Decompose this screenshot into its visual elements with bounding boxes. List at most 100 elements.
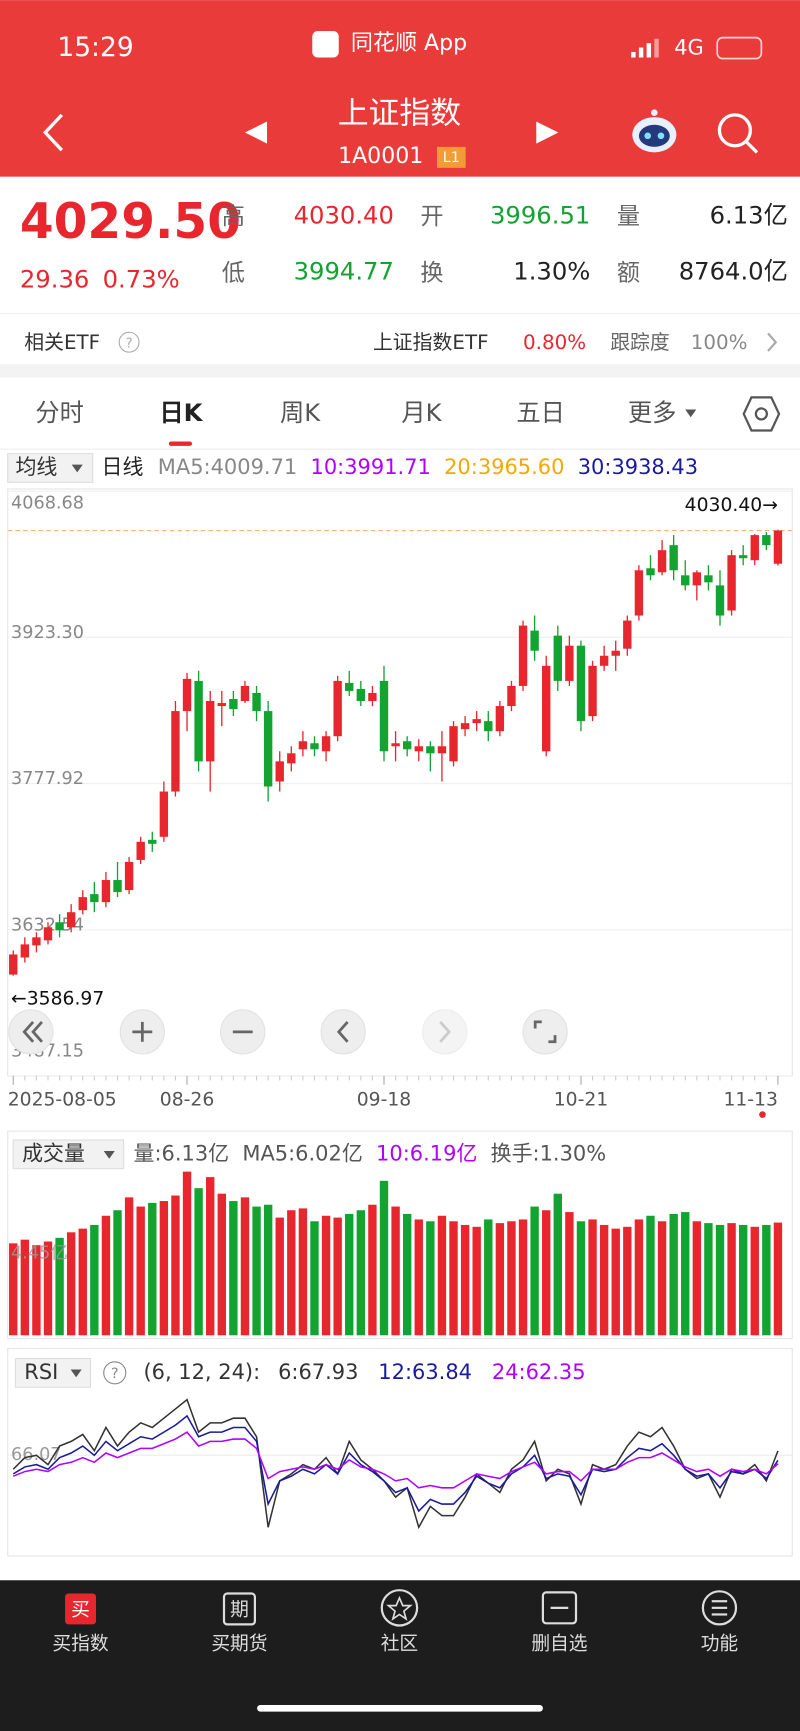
nav-item[interactable]: 期 买期货 — [211, 1592, 268, 1655]
settings-button[interactable] — [742, 396, 781, 432]
tab[interactable]: 周K — [280, 398, 321, 427]
help-icon[interactable] — [103, 1361, 127, 1385]
nav-item[interactable]: 社区 — [380, 1589, 419, 1655]
nav-label: 买指数 — [52, 1633, 108, 1655]
network: 4G — [674, 36, 704, 60]
volume-bar — [321, 1215, 331, 1336]
volume-bar — [182, 1171, 192, 1336]
volume-bar — [738, 1224, 748, 1336]
title: 上证指数 — [338, 95, 462, 131]
volume-bar — [715, 1224, 725, 1336]
volume-bar — [518, 1219, 528, 1336]
candle-body — [715, 585, 725, 616]
candle-body — [66, 912, 76, 928]
candle-body — [333, 680, 342, 737]
candle-body — [275, 761, 284, 782]
volume-bar — [356, 1210, 366, 1336]
nav-label: 删自选 — [531, 1633, 588, 1655]
nav-item[interactable]: 删自选 — [531, 1591, 588, 1655]
candle-body — [530, 630, 539, 651]
high-marker: 4030.40→ — [685, 495, 778, 516]
volume-bar — [345, 1213, 354, 1336]
dropdown-arrow — [71, 464, 83, 473]
volume-bar — [55, 1237, 64, 1336]
volume-bar — [113, 1210, 122, 1336]
volume-bar — [194, 1188, 203, 1336]
badge: L1 — [443, 150, 460, 166]
volume-bar — [484, 1219, 493, 1336]
volume-bar — [681, 1212, 690, 1336]
volume-bar — [553, 1193, 562, 1336]
candle-body — [472, 719, 481, 724]
volume-bar — [704, 1223, 713, 1336]
volume-bar — [217, 1193, 226, 1336]
next-button[interactable] — [536, 121, 559, 144]
volume-bar — [402, 1213, 412, 1336]
period: 日线 — [102, 455, 144, 479]
tab[interactable]: 五日 — [516, 398, 565, 427]
field-label: 低 — [222, 259, 245, 286]
candle-body — [738, 555, 748, 559]
field-value: 3996.51 — [490, 200, 590, 229]
control-glyphs — [22, 1020, 557, 1044]
volume-bar — [773, 1222, 783, 1336]
ma-label: 10:3991.71 — [310, 455, 430, 479]
volume-bar — [657, 1221, 667, 1336]
field-value: 3994.77 — [294, 257, 394, 286]
nav-label: 买期货 — [211, 1633, 267, 1655]
rsi-line — [12, 1414, 779, 1513]
nav-item[interactable]: 买 买指数 — [52, 1593, 109, 1655]
volume-bar — [762, 1224, 771, 1336]
assistant-button[interactable] — [632, 109, 677, 153]
volume-button-label: 成交量 — [22, 1141, 85, 1165]
candle-body — [460, 723, 470, 730]
rsi-params: (6, 12, 24): — [143, 1360, 260, 1384]
volume-bar — [507, 1221, 516, 1336]
back-button[interactable] — [42, 113, 64, 152]
y-tick-label: 4.45亿 — [11, 1242, 68, 1263]
volume-bar — [368, 1204, 377, 1336]
volume-bar — [159, 1201, 169, 1336]
tab-indicator — [168, 441, 192, 446]
nav-item[interactable]: 功能 — [701, 1590, 739, 1655]
prev-button[interactable] — [244, 121, 268, 144]
volume-bar — [750, 1226, 759, 1336]
home-indicator — [257, 1704, 543, 1712]
candle-body — [565, 645, 574, 681]
field-value: 6.13亿 — [710, 200, 788, 229]
etf-row[interactable]: 相关ETF ? 上证指数ETF 0.80% 跟踪度 100% — [24, 331, 778, 354]
candle-body — [298, 741, 308, 750]
control-button[interactable] — [320, 1009, 366, 1055]
status-time: 15:29 — [57, 32, 133, 63]
rsi-frame — [7, 1347, 793, 1557]
nav-icon — [380, 1589, 419, 1627]
control-button[interactable] — [522, 1009, 568, 1055]
candle-body — [217, 703, 226, 707]
candle-body — [194, 680, 203, 762]
volume-button[interactable] — [12, 1139, 125, 1170]
field-label: 换 — [420, 259, 443, 286]
candle-body — [229, 699, 238, 710]
tab[interactable]: 分时 — [35, 398, 84, 427]
candle-body — [588, 665, 597, 717]
y-tick-label: 4068.68 — [11, 493, 84, 513]
volume-bar — [240, 1197, 250, 1336]
field-label: 量 — [617, 203, 640, 230]
tab[interactable]: 月K — [401, 398, 442, 427]
price: 4029.50 — [20, 194, 241, 250]
nav-icon — [701, 1590, 738, 1626]
spacer — [0, 364, 800, 378]
candle-body — [623, 620, 632, 649]
tab[interactable]: 日K — [159, 398, 203, 427]
tab[interactable]: 更多 — [628, 398, 677, 427]
candle-body — [321, 736, 331, 752]
control-button[interactable] — [8, 1009, 54, 1055]
ma-label: 20:3965.60 — [444, 455, 564, 479]
settings-dot — [754, 407, 768, 421]
search-button[interactable] — [717, 113, 759, 154]
control-button[interactable] — [422, 1009, 468, 1055]
candle-body — [646, 568, 655, 576]
y-tick-label: 3923.30 — [11, 623, 84, 643]
volume-bar — [391, 1206, 400, 1336]
